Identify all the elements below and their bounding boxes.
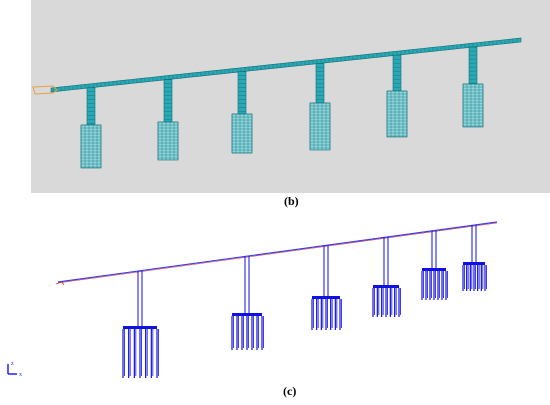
deck-line-red <box>57 222 498 284</box>
bridge-line-model <box>55 221 498 378</box>
axis-triad: z x <box>7 361 22 378</box>
triad-x-label: x <box>19 372 22 378</box>
caption-b: (b) <box>284 194 299 208</box>
pile-group <box>80 124 102 169</box>
pile-cap <box>232 313 262 316</box>
fe-mesh-view <box>31 0 550 193</box>
triad-z-label: z <box>11 361 14 367</box>
pile-cap <box>463 262 485 265</box>
pile-group <box>157 121 179 161</box>
pile-cap <box>312 296 340 299</box>
pile-cap <box>422 268 446 271</box>
deck-line <box>57 221 498 283</box>
pile-cap <box>373 285 399 288</box>
abutment <box>32 85 58 95</box>
pier-column <box>468 46 478 85</box>
abutment-mark <box>55 281 65 286</box>
bridge-mesh-model <box>32 37 522 169</box>
line-model-view: z x <box>7 221 498 378</box>
pier-column <box>392 54 402 92</box>
caption-c: (c) <box>283 384 297 398</box>
deck-mesh <box>50 37 522 93</box>
pier-column <box>86 87 96 126</box>
pile-cap <box>123 326 157 329</box>
pile-group <box>309 102 331 151</box>
pile-group <box>462 83 484 128</box>
